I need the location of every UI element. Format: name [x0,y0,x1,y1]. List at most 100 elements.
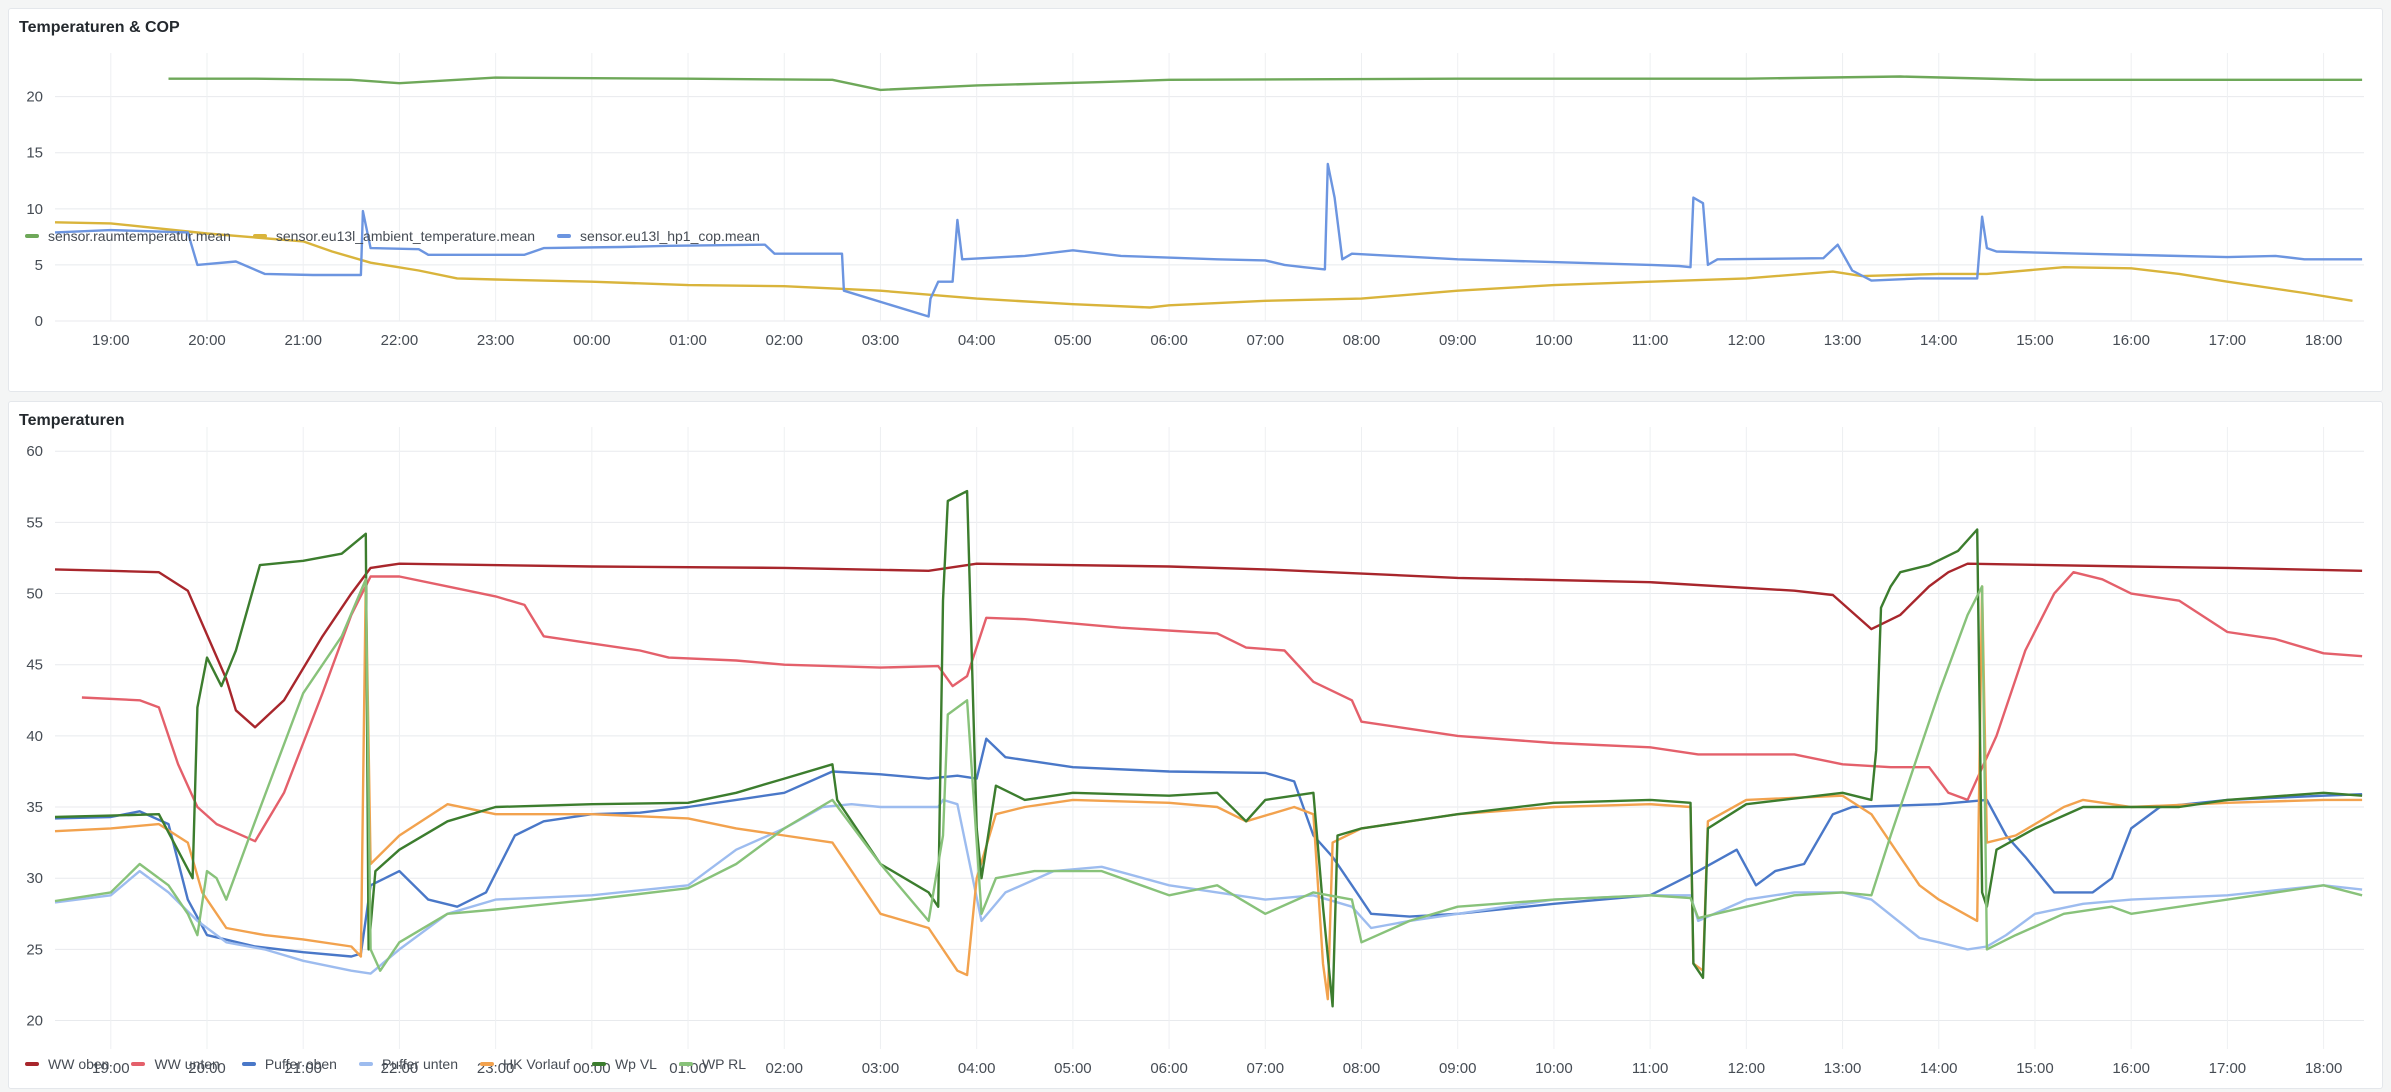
x-tick-label: 15:00 [2016,1060,2054,1077]
series-line[interactable] [54,578,2363,972]
y-tick-label: 20 [26,1013,43,1030]
series-line[interactable] [54,562,2363,729]
x-tick-label: 09:00 [1439,332,1477,349]
x-tick-label: 19:00 [92,332,130,349]
x-tick-label: 11:00 [1632,332,1668,349]
legend-label: WP RL [701,1056,747,1072]
x-tick-label: 20:00 [188,332,226,349]
legend-item[interactable]: Wp VL [591,1056,657,1072]
x-tick-label: 02:00 [765,1060,803,1077]
legend-item[interactable]: sensor.eu13l_ambient_temperature.mean [252,228,536,244]
x-tick-label: 10:00 [1535,332,1573,349]
x-tick-label: 04:00 [958,1060,996,1077]
legend-label: WW unten [154,1056,220,1072]
legend: WW oben WW unten Puffer oben Puffer unten HK… [25,1056,768,1072]
x-tick-label: 01:00 [669,332,707,349]
legend-item[interactable]: Puffer unten [358,1056,458,1072]
series-line[interactable] [54,162,2363,318]
legend-item[interactable]: sensor.eu13l_hp1_cop.mean [557,228,760,244]
x-tick-label: 22:00 [381,1060,419,1077]
x-tick-label: 03:00 [862,1060,900,1077]
legend-item[interactable]: WP RL [678,1056,747,1072]
x-tick-label: 07:00 [1247,1060,1285,1077]
legend-label: HK Vorlauf [503,1056,570,1072]
x-tick-label: 07:00 [1247,332,1285,349]
x-tick-label: 05:00 [1054,1060,1092,1077]
x-tick-label: 08:00 [1343,332,1381,349]
x-tick-label: 18:00 [2305,332,2343,349]
legend-item[interactable]: WW oben [25,1056,109,1072]
x-tick-label: 17:00 [2209,332,2247,349]
x-tick-label: 09:00 [1439,1060,1477,1077]
legend-item[interactable]: WW unten [131,1056,220,1072]
x-tick-label: 04:00 [958,332,996,349]
legend-swatch [358,1062,373,1066]
legend-label: WW oben [48,1056,110,1072]
x-tick-label: 17:00 [2209,1060,2247,1077]
x-tick-label: 20:00 [188,1060,226,1077]
panel-temperaturen: Temperaturen 20 25 30 35 40 45 50 55 60 19:00 20:0… [8,401,2383,1089]
legend-swatch [131,1062,146,1066]
x-tick-label: 14:00 [1920,332,1958,349]
x-tick-label: 02:00 [765,332,803,349]
legend-swatch [480,1062,494,1066]
y-tick-label: 0 [35,313,43,330]
y-tick-label: 60 [26,443,43,460]
x-tick-label: 22:00 [381,332,419,349]
x-tick-label: 08:00 [1343,1060,1381,1077]
series-line[interactable] [168,75,2363,92]
x-tick-label: 23:00 [477,332,515,349]
x-tick-label: 06:00 [1150,1060,1188,1077]
legend-swatch [25,1062,39,1066]
x-tick-label: 16:00 [2112,1060,2150,1077]
legend-swatch [241,1062,256,1066]
y-tick-label: 25 [26,941,43,958]
legend-item[interactable]: Puffer oben [241,1056,337,1072]
x-tick-label: 19:00 [92,1060,130,1077]
y-tick-label: 15 [26,145,43,162]
panel-title: Temperaturen [19,412,125,429]
panel-title: Temperaturen & COP [19,19,180,36]
x-tick-label: 12:00 [1728,1060,1766,1077]
x-tick-label: 03:00 [862,332,900,349]
x-tick-label: 18:00 [2305,1060,2343,1077]
legend-swatch [591,1062,606,1066]
x-tick-label: 06:00 [1150,332,1188,349]
series-line[interactable] [54,221,2353,309]
y-tick-label: 55 [26,514,43,531]
legend-swatch [25,234,39,238]
legend-swatch [557,234,572,238]
x-tick-label: 10:00 [1535,1060,1573,1077]
x-tick-label: 13:00 [1824,1060,1862,1077]
legend-swatch [252,234,267,238]
x-tick-label: 15:00 [2016,332,2054,349]
chart-temperaturen-cop[interactable]: 0 5 10 15 20 19:00 20:00 21:00 22:00 23:00 00:00 01… [9,29,2384,374]
legend-label: sensor.raumtemperatur.mean [48,228,231,244]
legend: sensor.raumtemperatur.mean sensor.eu13l_a… [25,228,782,244]
legend-label: Puffer oben [264,1056,337,1072]
legend-item[interactable]: sensor.raumtemperatur.mean [25,228,231,244]
y-tick-label: 35 [26,799,43,816]
series-line[interactable] [81,571,2363,843]
x-tick-label: 21:00 [284,1060,322,1077]
x-tick-label: 11:00 [1632,1060,1668,1077]
series-line[interactable] [54,578,2363,1001]
y-tick-label: 10 [26,201,43,218]
y-tick-label: 30 [26,870,43,887]
x-tick-label: 16:00 [2112,332,2150,349]
x-tick-label: 21:00 [284,332,322,349]
panel-temperaturen-cop: Temperaturen & COP 0 5 10 15 20 19:00 20:00 21:… [8,8,2383,392]
x-tick-label: 13:00 [1824,332,1862,349]
y-tick-label: 5 [35,257,43,274]
y-tick-label: 45 [26,657,43,674]
y-tick-label: 40 [26,728,43,745]
x-tick-label: 12:00 [1728,332,1766,349]
legend-swatch [678,1062,693,1066]
legend-item[interactable]: HK Vorlauf [480,1056,570,1072]
series-line[interactable] [54,798,2363,975]
legend-label: sensor.eu13l_ambient_temperature.mean [275,228,536,244]
y-tick-label: 20 [26,89,43,106]
y-tick-label: 50 [26,586,43,603]
x-tick-label: 14:00 [1920,1060,1958,1077]
